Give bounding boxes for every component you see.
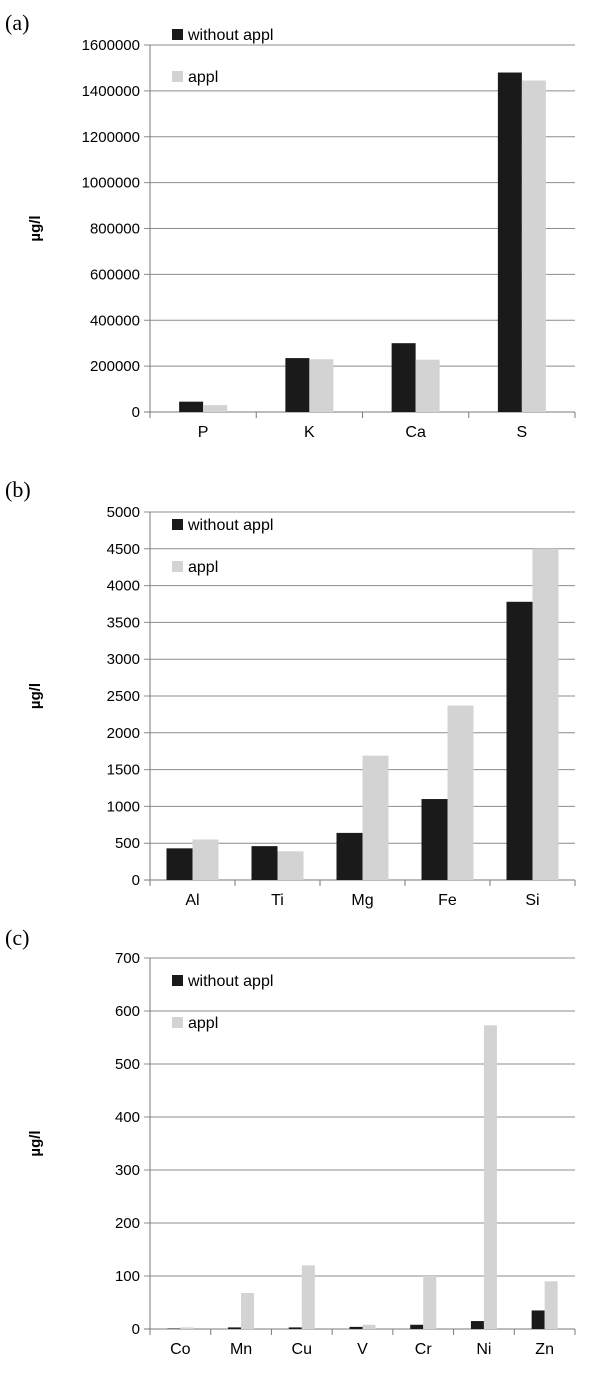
panel-a-y-tick-label: 400000: [90, 312, 140, 329]
panel-b-y-tick-label: 3000: [107, 651, 140, 668]
panel-a-bar-without-appl-p: [179, 401, 204, 412]
panel-b-y-tick-label: 2500: [107, 688, 140, 705]
panel-a-y-tick-label: 200000: [90, 358, 140, 375]
panel-c-bar-without-appl-v: [349, 1326, 363, 1329]
panel-a-bar-without-appl-ca: [391, 343, 416, 412]
panel-b-bar-appl-mg: [362, 755, 389, 880]
panel-b-y-tick-label: 5000: [107, 504, 140, 521]
panel-b-y-tick-label: 4000: [107, 578, 140, 595]
panel-c-category-label: Cr: [415, 1341, 433, 1358]
panel-b-y-tick-label: 500: [115, 835, 140, 852]
panel-a-y-tick-label: 0: [132, 404, 140, 421]
panel-b-bar-without-appl-al: [166, 848, 193, 880]
panel-c-y-tick-label: 500: [115, 1056, 140, 1073]
panel-c-category-label: Co: [170, 1341, 191, 1358]
panel-b-bar-without-appl-si: [506, 601, 533, 880]
panel-a-category-label: Ca: [405, 424, 426, 441]
panel-c-y-tick-label: 300: [115, 1162, 140, 1179]
panel-c-bar-appl-ni: [483, 1025, 497, 1329]
panel-b-label: (b): [5, 477, 31, 502]
panel-c-bar-appl-cr: [423, 1276, 437, 1329]
panel-c-bar-appl-zn: [544, 1281, 558, 1329]
panel-a-bar-appl-s: [521, 80, 546, 412]
panel-a-bar-without-appl-s: [497, 72, 522, 413]
panel-c-bar-without-appl-cr: [410, 1324, 424, 1329]
panel-b-y-tick-label: 3500: [107, 614, 140, 631]
panel-b-y-tick-label: 2000: [107, 725, 140, 742]
panel-b-y-tick-label: 1500: [107, 762, 140, 779]
panel-c-y-tick-label: 0: [132, 1321, 140, 1338]
panel-c-category-label: Ni: [476, 1341, 491, 1358]
panel-b-bar-appl-al: [192, 839, 219, 880]
panel-a-category-label: P: [198, 424, 209, 441]
panel-c-y-tick-label: 700: [115, 950, 140, 967]
panel-a-y-tick-label: 1000000: [82, 175, 140, 192]
panel-c-bar-without-appl-mn: [228, 1327, 242, 1329]
panel-a-label: (a): [5, 10, 29, 35]
panel-c-y-tick-label: 100: [115, 1268, 140, 1285]
panel-a-y-tick-label: 600000: [90, 266, 140, 283]
panel-b-y-axis-label: µg/l: [27, 683, 44, 709]
panel-a-y-tick-label: 1400000: [82, 83, 140, 100]
panel-b-bar-without-appl-ti: [251, 846, 278, 880]
panel-b-category-label: Ti: [271, 892, 284, 909]
panel-c-category-label: Cu: [292, 1341, 312, 1358]
panel-c-category-label: Zn: [535, 1341, 554, 1358]
panel-c-legend-swatch-appl: [172, 1017, 183, 1028]
panel-c-legend-swatch-without-appl: [172, 975, 183, 986]
panel-a-y-axis-label: µg/l: [27, 215, 44, 241]
panel-c-bar-appl-mn: [241, 1292, 255, 1329]
panel-a-legend-label-appl: appl: [188, 69, 218, 86]
panel-c-legend-label-appl: appl: [188, 1015, 218, 1032]
panel-a-category-label: S: [517, 424, 528, 441]
panel-b-y-tick-label: 1000: [107, 798, 140, 815]
panel-c-category-label: Mn: [230, 1341, 252, 1358]
panel-c-bar-without-appl-zn: [531, 1310, 545, 1329]
panel-b-bar-appl-si: [532, 548, 559, 880]
panel-a-legend-label-without-appl: without appl: [187, 27, 273, 44]
panel-c-bar-without-appl-co: [167, 1328, 181, 1329]
panel-b-category-label: Mg: [351, 892, 373, 909]
panel-a-legend-swatch-without-appl: [172, 29, 183, 40]
panel-b-category-label: Al: [185, 892, 199, 909]
panel-c-label: (c): [5, 925, 29, 950]
panel-c-y-tick-label: 200: [115, 1215, 140, 1232]
panel-c-legend-label-without-appl: without appl: [187, 973, 273, 990]
panel-b-bar-appl-fe: [447, 705, 474, 880]
panel-a-bar-appl-k: [309, 359, 334, 412]
panel-b-bar-without-appl-fe: [421, 799, 448, 880]
panel-c-bar-appl-cu: [301, 1265, 315, 1329]
panel-b-legend-swatch-appl: [172, 561, 183, 572]
panel-c-bar-without-appl-cu: [288, 1327, 302, 1329]
panel-b-bar-appl-ti: [277, 851, 304, 880]
panel-a-bar-appl-p: [203, 405, 228, 412]
panel-b-category-label: Fe: [438, 892, 457, 909]
panel-c-bar-without-appl-ni: [470, 1321, 484, 1329]
panel-c-y-axis-label: µg/l: [27, 1130, 44, 1156]
panel-a-bar-without-appl-k: [285, 358, 310, 412]
panel-a-y-tick-label: 1200000: [82, 129, 140, 146]
panel-c-bar-appl-v: [362, 1324, 376, 1329]
panel-b-legend-label-appl: appl: [188, 559, 218, 576]
panel-a-bar-appl-ca: [415, 359, 440, 412]
panel-a-category-label: K: [304, 424, 315, 441]
panel-b-category-label: Si: [525, 892, 539, 909]
panel-b-legend-swatch-without-appl: [172, 519, 183, 530]
panel-c-y-tick-label: 600: [115, 1003, 140, 1020]
panel-c-bar-appl-co: [180, 1327, 194, 1329]
panel-c-y-tick-label: 400: [115, 1109, 140, 1126]
panel-a-y-tick-label: 800000: [90, 221, 140, 238]
panel-b-bar-without-appl-mg: [336, 832, 363, 880]
panel-b-y-tick-label: 0: [132, 872, 140, 889]
panel-c-category-label: V: [357, 1341, 368, 1358]
panel-b-y-tick-label: 4500: [107, 541, 140, 558]
panel-a-legend-swatch-appl: [172, 71, 183, 82]
panel-b-legend-label-without-appl: without appl: [187, 517, 273, 534]
panel-a-y-tick-label: 1600000: [82, 37, 140, 54]
